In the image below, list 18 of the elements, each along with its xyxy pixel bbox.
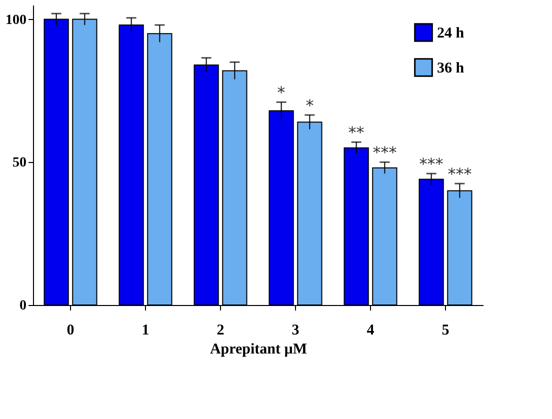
legend-label: 24 h [437, 26, 465, 42]
annotation: *** [372, 143, 397, 162]
annotation: ** [348, 123, 364, 142]
x-tick-label: 2 [216, 322, 224, 338]
annotation: * [306, 96, 314, 115]
x-tick-label: 5 [442, 322, 450, 338]
y-tick-label: 0 [20, 298, 26, 314]
x-tick-label: 1 [142, 322, 150, 338]
x-tick-label: 3 [292, 322, 300, 338]
annotation: * [277, 83, 286, 102]
x-tick-label: 4 [366, 322, 375, 338]
annotation: *** [419, 154, 444, 174]
x-tick-label: 0 [66, 322, 74, 338]
x-axis-title: Aprepitant µM [210, 342, 308, 358]
y-tick-label: 50 [12, 156, 26, 171]
y-tick-label: 100 [6, 12, 26, 28]
legend-label: 36 h [437, 60, 465, 76]
annotation: *** [448, 164, 472, 184]
